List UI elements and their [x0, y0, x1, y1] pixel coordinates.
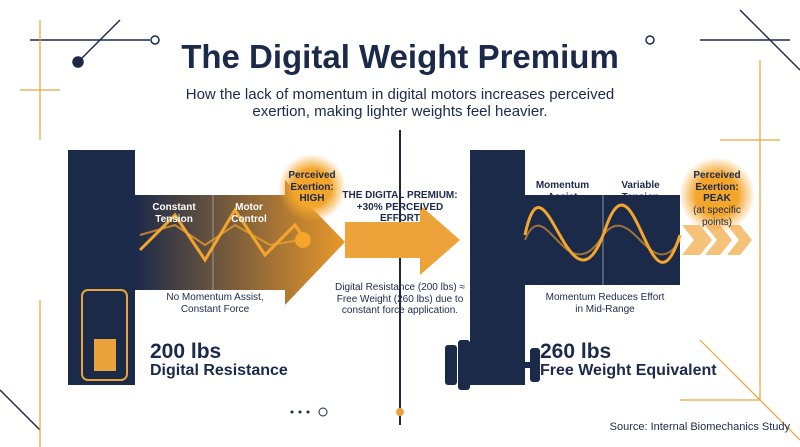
badge-note: (at specific points): [693, 205, 741, 228]
label: Motor Control: [231, 202, 267, 225]
badge: Perceived Exertion: PEAK: [693, 170, 741, 204]
weight: 260 lbs: [540, 340, 612, 363]
source: Source: Internal Biomechanics Study: [609, 421, 790, 433]
headline: THE DIGITAL PREMIUM: +30% PERCEIVED EFFO…: [342, 190, 458, 224]
caption: Digital Resistance (200 lbs) ≈ Free Weig…: [335, 282, 465, 316]
label: Variable Tension: [621, 180, 660, 203]
caption: No Momentum Assist, Constant Force: [166, 292, 264, 315]
caption: Momentum Reduces Effort in Mid-Range: [545, 292, 665, 315]
weight: 200 lbs: [150, 340, 222, 363]
title: The Digital Weight Premium: [181, 38, 619, 75]
weight-label: Digital Resistance: [150, 362, 288, 379]
weight-label: Free Weight Equivalent: [540, 362, 717, 379]
subtitle: How the lack of momentum in digital moto…: [185, 86, 615, 121]
label: Constant Tension: [152, 202, 196, 225]
label: Momentum Assist: [535, 180, 590, 203]
badge: Perceived Exertion: HIGH: [288, 170, 336, 204]
